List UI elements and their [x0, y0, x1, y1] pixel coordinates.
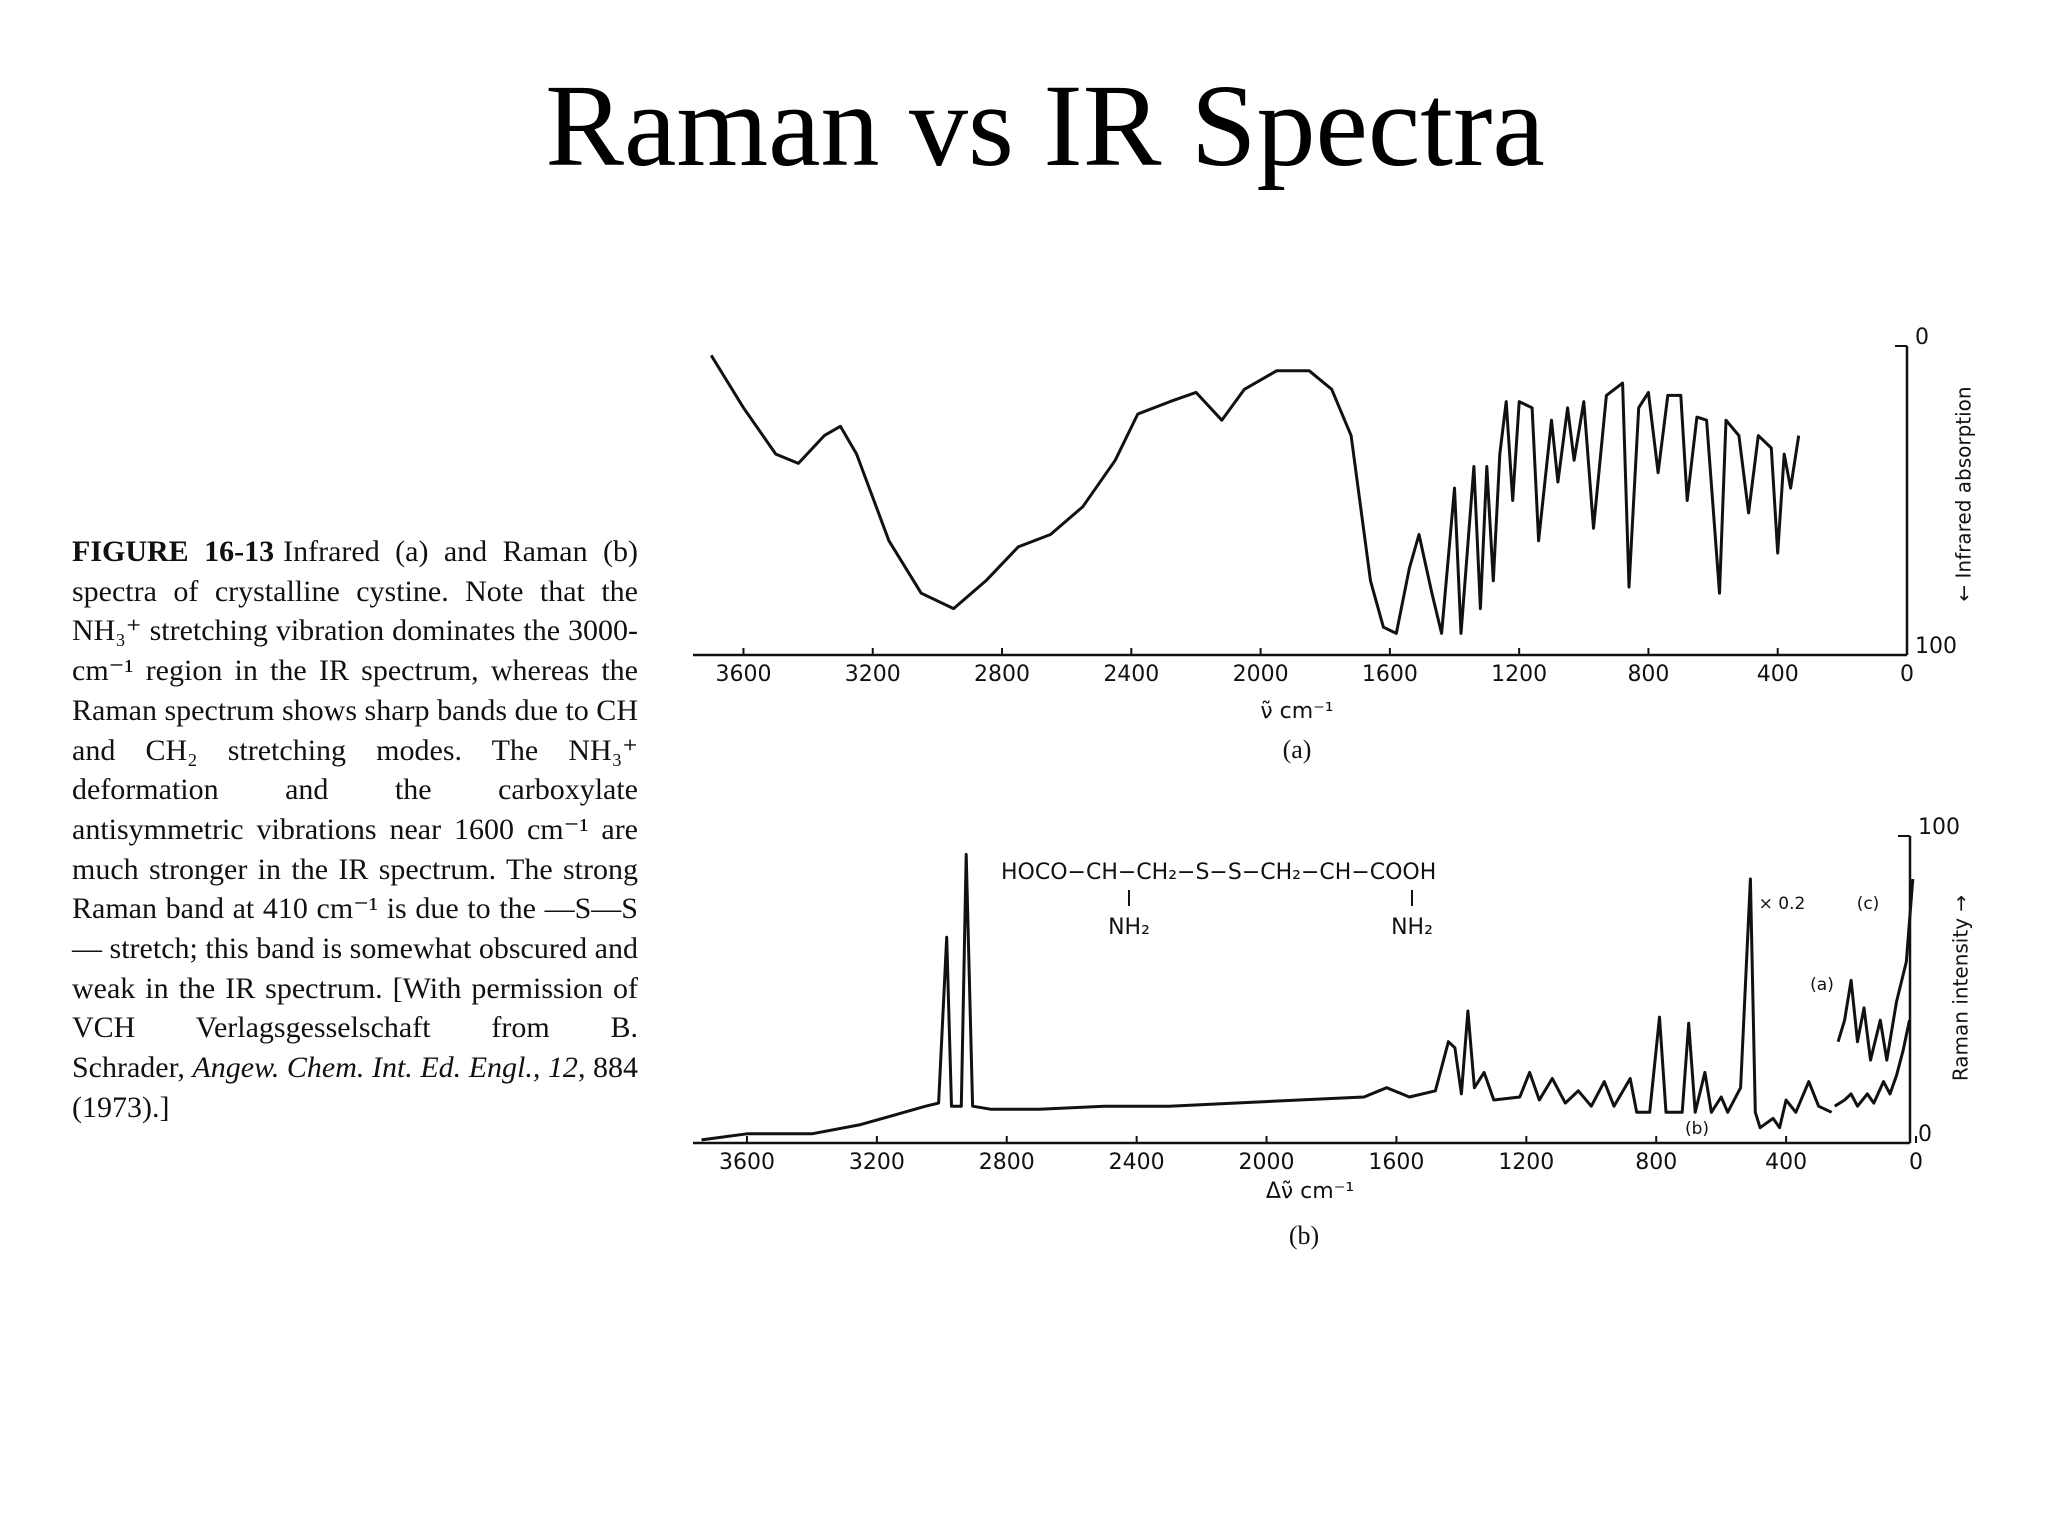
x-tick-label: 1600	[1368, 1150, 1424, 1175]
x-tick-label: 400	[1757, 662, 1799, 687]
spectrum-line	[709, 354, 1801, 635]
panel-label: (b)	[1289, 1221, 1319, 1250]
spectrum-line	[1836, 878, 1915, 1062]
structure-substituent: NH₂	[1391, 915, 1433, 940]
x-tick-label: 0	[1909, 1150, 1923, 1175]
x-axis-label: Δν̃ cm⁻¹	[1266, 1179, 1354, 1204]
slide-title: Raman vs IR Spectra	[545, 60, 1545, 191]
annotation: (b)	[1685, 1119, 1709, 1139]
x-axis-label: ν̃ cm⁻¹	[1260, 699, 1333, 724]
annotation: (c)	[1857, 894, 1880, 914]
x-tick-label: 1200	[1491, 662, 1547, 687]
y-tick-label: 100	[1918, 815, 1960, 840]
caption-text: , 884 (1973).]	[72, 1051, 638, 1124]
structure-substituent: NH₂	[1108, 915, 1150, 940]
y-tick-label: 0	[1915, 325, 1929, 350]
figure-caption: FIGURE 16-13 Infrared (a) and Raman (b) s…	[72, 532, 638, 1128]
x-tick-label: 1200	[1498, 1150, 1554, 1175]
x-tick-label: 0	[1900, 662, 1914, 687]
x-tick-label: 800	[1635, 1150, 1677, 1175]
x-tick-label: 800	[1627, 662, 1669, 687]
y-axis-label: ← Infrared absorption	[1952, 386, 1976, 601]
y-tick-label: 0	[1918, 1122, 1932, 1147]
x-tick-label: 2800	[979, 1150, 1035, 1175]
panel-label: (a)	[1283, 735, 1312, 764]
x-tick-label: 1600	[1362, 662, 1418, 687]
x-tick-label: 3200	[849, 1150, 905, 1175]
x-tick-label: 3600	[719, 1150, 775, 1175]
x-tick-label: 3600	[715, 662, 771, 687]
structure-formula: HOCO−CH−CH₂−S−S−CH₂−CH−COOH	[1001, 860, 1436, 885]
caption-text: Infrared (a) and Raman (b) spectra of cr…	[72, 535, 638, 1085]
caption-text: FIGURE 16-13	[72, 535, 275, 568]
spectrum-line	[701, 852, 1833, 1142]
annotation: × 0.2	[1759, 894, 1806, 914]
spectrum-line	[1833, 1019, 1911, 1108]
x-tick-label: 2000	[1233, 662, 1289, 687]
x-tick-label: 2400	[1109, 1150, 1165, 1175]
x-tick-label: 2800	[974, 662, 1030, 687]
y-axis-label: Raman intensity →	[1949, 895, 1973, 1081]
x-tick-label: 3200	[845, 662, 901, 687]
x-tick-label: 400	[1765, 1150, 1807, 1175]
caption-text: Angew. Chem. Int. Ed. Engl., 12	[192, 1051, 578, 1085]
x-tick-label: 2000	[1239, 1150, 1295, 1175]
y-tick-label: 100	[1915, 634, 1957, 659]
annotation: (a)	[1810, 975, 1834, 995]
x-tick-label: 2400	[1103, 662, 1159, 687]
